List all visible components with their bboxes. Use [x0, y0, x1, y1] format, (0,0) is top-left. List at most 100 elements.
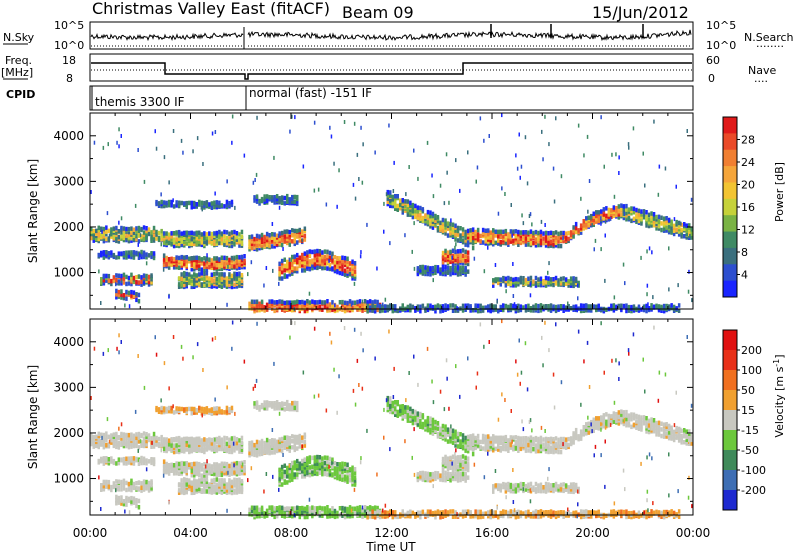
power-cell — [213, 278, 216, 283]
velocity-cell — [258, 448, 261, 453]
power-cell — [574, 276, 578, 282]
power-cell — [406, 207, 410, 213]
velocity-cell — [391, 400, 394, 406]
velocity-cell — [296, 434, 299, 440]
power-cell — [190, 205, 193, 210]
power-cell — [296, 269, 299, 274]
velocity-cell — [499, 440, 502, 446]
power-noise-cell — [384, 297, 387, 302]
velocity-cell — [454, 437, 457, 442]
power-cell — [338, 258, 342, 264]
power-noise-cell — [652, 295, 654, 300]
power-noise-cell — [273, 155, 275, 160]
velocity-cell — [461, 444, 465, 449]
power-cell — [680, 228, 683, 233]
power-cell — [112, 275, 116, 280]
velocity-cell — [183, 488, 186, 494]
velocity-cell — [260, 438, 264, 444]
power-cell — [406, 199, 410, 204]
velocity-cell — [484, 443, 487, 448]
velocity-cell — [499, 435, 502, 440]
velocity-cell — [228, 449, 231, 455]
power-cell — [484, 237, 487, 242]
freq-unit-label: [MHz] — [1, 66, 33, 79]
power-cell — [592, 214, 595, 219]
power-cell — [162, 231, 166, 236]
power-cell — [456, 258, 460, 264]
power-cell — [504, 283, 508, 288]
velocity-cell — [193, 406, 196, 412]
velocity-cell — [263, 400, 266, 405]
power-cell — [162, 262, 166, 268]
velocity-cell — [331, 513, 334, 519]
power-cell — [569, 283, 573, 288]
power-cell — [562, 281, 565, 286]
power-cell — [198, 255, 201, 261]
power-cell — [97, 252, 100, 258]
power-cell — [278, 299, 281, 304]
velocity-cell — [122, 432, 126, 437]
power-cell — [645, 210, 648, 215]
velocity-cell — [177, 406, 181, 411]
power-cell — [391, 194, 394, 200]
power-cell — [270, 237, 274, 243]
power-cell — [193, 272, 196, 277]
power-cell — [527, 303, 530, 309]
power-cell — [363, 302, 367, 307]
power-cell — [223, 278, 226, 283]
velocity-cell — [162, 463, 166, 468]
velocity-cell — [120, 442, 123, 447]
power-cell — [263, 199, 266, 204]
velocity-cell — [263, 440, 266, 446]
power-cell — [278, 302, 281, 308]
power-cell — [529, 239, 533, 244]
power-cell — [637, 308, 641, 313]
power-cell — [127, 238, 131, 244]
velocity-cell — [190, 447, 193, 453]
power-cell — [559, 237, 563, 243]
power-noise-cell — [522, 281, 524, 286]
y-tick-label: 4000 — [53, 129, 84, 143]
velocity-cell — [353, 467, 357, 472]
power-cell — [316, 255, 319, 260]
power-noise-cell — [526, 181, 529, 186]
power-noise-cell — [593, 247, 595, 252]
power-cell — [414, 308, 417, 313]
power-cell — [343, 262, 347, 268]
power-cell — [396, 308, 399, 314]
power-cell — [529, 306, 533, 311]
velocity-cell — [288, 475, 291, 480]
velocity-cell — [326, 462, 329, 467]
power-noise-cell — [668, 246, 670, 251]
power-cell — [502, 275, 505, 281]
power-cell — [92, 238, 95, 243]
power-cell — [389, 305, 392, 311]
velocity-cell — [160, 443, 163, 448]
power-cell — [248, 306, 251, 311]
power-noise-cell — [353, 281, 356, 286]
velocity-cell — [306, 459, 309, 464]
power-cell — [464, 238, 467, 243]
velocity-cell — [409, 409, 412, 415]
velocity-cell — [97, 436, 100, 441]
colorbar-tick-label: 24 — [741, 156, 755, 169]
velocity-cell — [255, 405, 259, 410]
power-noise-cell — [172, 198, 174, 203]
power-cell — [213, 262, 216, 267]
power-cell — [255, 304, 259, 310]
power-cell — [185, 255, 188, 260]
velocity-cell — [175, 468, 178, 474]
velocity-cell — [484, 439, 487, 444]
velocity-cell — [524, 445, 528, 450]
power-cell — [406, 212, 410, 217]
power-cell — [512, 283, 515, 288]
power-noise-cell — [288, 257, 291, 262]
power-cell — [203, 239, 206, 245]
velocity-cell — [137, 439, 141, 444]
power-noise-cell — [234, 205, 236, 210]
velocity-cell — [298, 509, 301, 514]
power-cell — [255, 199, 259, 204]
velocity-cell — [441, 456, 445, 462]
power-cell — [167, 240, 171, 246]
power-cell — [235, 271, 239, 277]
